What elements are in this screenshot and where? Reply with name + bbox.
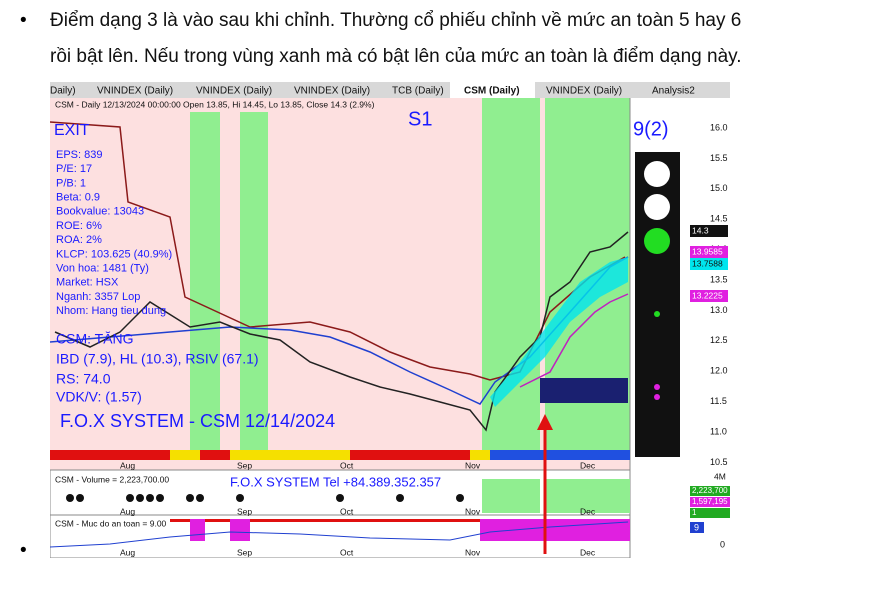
fundamental: KLCP: 103.625 (40.9%) [56, 248, 172, 260]
indicator-tag-label: 9 [694, 522, 699, 532]
price-tick-label: 12.0 [710, 366, 728, 376]
month-label: Sep [237, 460, 252, 470]
volume-header: CSM - Volume = 2,223,700.00 [55, 474, 169, 484]
indicator-tag-label: 0 [720, 539, 725, 549]
volume-tag [690, 486, 730, 496]
price-tag [690, 246, 728, 258]
fundamental: Von hoa: 1481 (Ty) [56, 263, 149, 275]
price-tick-label: 10.5 [710, 457, 728, 467]
fundamental: Nganh: 3357 Lop [56, 291, 140, 303]
tab[interactable]: CSM (Daily) [464, 86, 520, 97]
price-tag [690, 225, 728, 237]
price-tag-label: 13.9585 [692, 246, 723, 256]
contact: F.O.X SYSTEM Tel +84.389.352.357 [230, 474, 441, 489]
month-label: Aug [120, 547, 135, 557]
month-label: Nov [465, 547, 481, 557]
price-tag [690, 290, 728, 302]
s1-label: S1 [408, 108, 432, 130]
fundamental: Bookvalue: 13043 [56, 206, 144, 218]
month-label: Nov [465, 506, 481, 516]
fundamental: ROA: 2% [56, 234, 102, 246]
volume-tag-label: 1,597,195 [692, 497, 728, 506]
chart-header: CSM - Daily 12/13/2024 00:00:00 Open 13.… [55, 99, 375, 109]
fundamental: EPS: 839 [56, 149, 102, 161]
price-tick-label: 14.5 [710, 214, 728, 224]
chart-screenshot: Daily) VNINDEX (Daily) VNINDEX (Daily) VNIN… [50, 82, 730, 558]
price-tick-label: 15.5 [710, 153, 728, 163]
month-label: Aug [120, 506, 135, 516]
price-tag [690, 258, 728, 270]
text-line: Điểm dạng 3 là vào sau khi chỉnh. Thường… [50, 10, 742, 31]
month-label: Dec [580, 547, 596, 557]
price-tick-label: 12.5 [710, 335, 728, 345]
price-tick-label: 16.0 [710, 122, 728, 132]
bullet: • [20, 540, 27, 561]
status: RS: 74.0 [56, 371, 111, 387]
tab[interactable]: Daily) [50, 86, 76, 97]
bullet: • [20, 10, 27, 31]
volume-tag-label: 2,223,700 [692, 486, 728, 495]
month-label: Dec [580, 506, 596, 516]
month-label: Sep [237, 506, 252, 516]
status: IBD (7.9), HL (10.3), RSIV (67.1) [56, 351, 259, 367]
price-tag-label: 13.7588 [692, 258, 723, 268]
volume-axis-label: 4M [714, 471, 726, 481]
month-label: Oct [340, 547, 354, 557]
text-line: rồi bật lên. Nếu trong vùng xanh mà có b… [50, 46, 742, 67]
system-label: F.O.X SYSTEM - CSM 12/14/2024 [60, 411, 335, 431]
indicator-tag [690, 522, 704, 533]
fundamental: Nhom: Hang tieu dung [56, 305, 166, 317]
active-tab [450, 82, 535, 98]
month-label: Sep [237, 547, 252, 557]
fundamental: Market: HSX [56, 277, 119, 289]
status: VDK/V: (1.57) [56, 389, 142, 405]
signal-label: 9(2) [633, 118, 669, 140]
price-tag-label: 13.2225 [692, 290, 723, 300]
price-tick-label: 13.0 [710, 305, 728, 315]
month-label: Nov [465, 460, 481, 470]
indicator-header: CSM - Muc do an toan = 9.00 [55, 518, 167, 528]
fundamental: P/B: 1 [56, 177, 86, 189]
price-tick-label: 11.0 [710, 426, 727, 436]
fundamental: Beta: 0.9 [56, 192, 100, 204]
fundamental: P/E: 17 [56, 163, 92, 175]
price-tick-label: 13.5 [710, 274, 728, 284]
tab[interactable]: VNINDEX (Daily) [97, 86, 173, 97]
volume-tag [690, 497, 730, 507]
tab[interactable]: VNINDEX (Daily) [294, 86, 370, 97]
tab[interactable]: VNINDEX (Daily) [546, 86, 622, 97]
volume-tag-label: 1 [692, 508, 697, 517]
volume-tag [690, 508, 730, 518]
price-tag-label: 14.3 [692, 225, 709, 235]
exit-label: EXIT [54, 122, 90, 139]
tab[interactable]: TCB (Daily) [392, 86, 444, 97]
price-tick-label: 11.5 [710, 396, 727, 406]
tab[interactable]: Analysis2 [652, 86, 695, 97]
month-label: Aug [120, 460, 135, 470]
tab[interactable]: VNINDEX (Daily) [196, 86, 272, 97]
month-label: Oct [340, 460, 354, 470]
month-label: Dec [580, 460, 596, 470]
fundamental: ROE: 6% [56, 220, 102, 232]
status: CSM: TĂNG [56, 331, 134, 347]
month-label: Oct [340, 506, 354, 516]
price-tick-label: 15.0 [710, 183, 728, 193]
